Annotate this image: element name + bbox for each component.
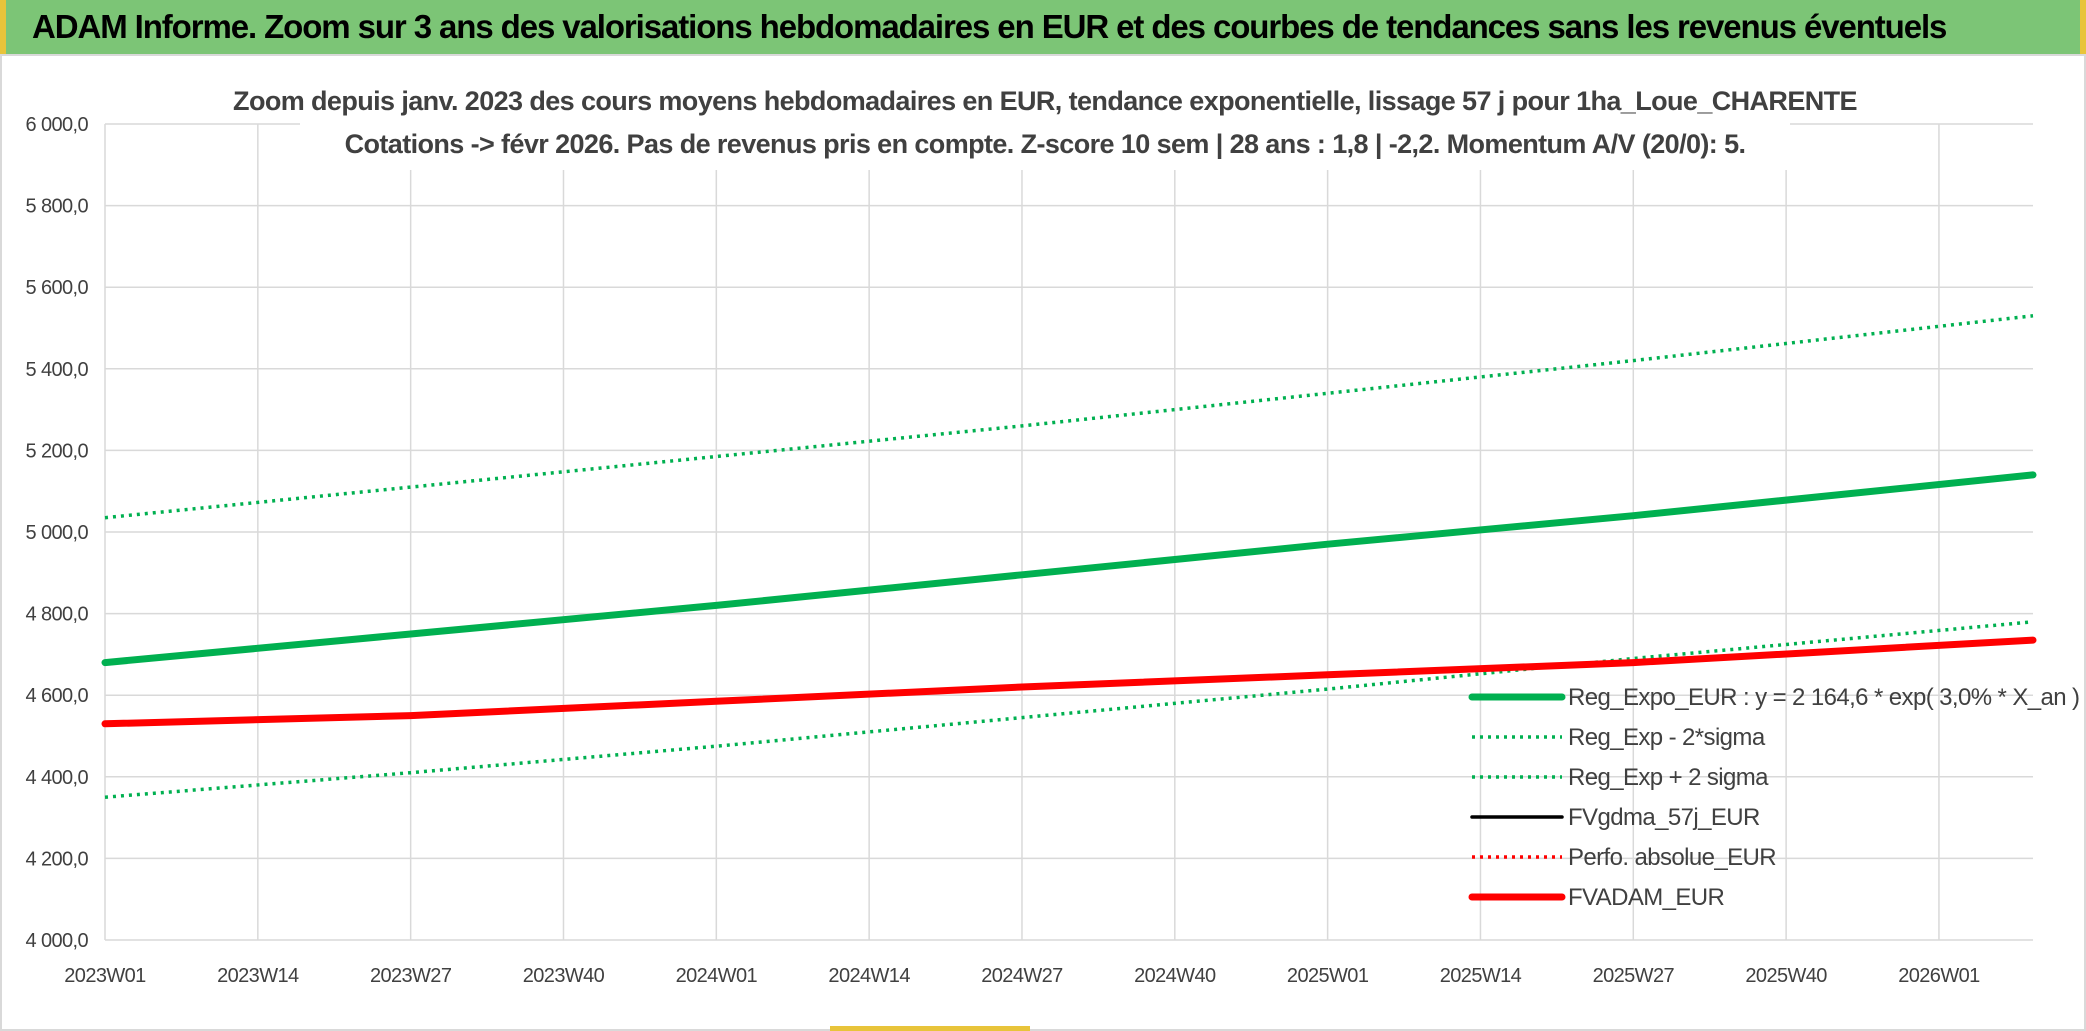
y-tick-label: 5 000,0 — [25, 522, 88, 544]
y-tick-label: 6 000,0 — [25, 114, 88, 136]
y-tick-label: 4 800,0 — [25, 604, 88, 626]
legend-label-4: Perfo. absolue_EUR — [1568, 844, 1776, 871]
x-tick-label: 2023W27 — [370, 965, 452, 987]
legend-label-0: Reg_Expo_EUR : y = 2 164,6 * exp( 3,0% *… — [1568, 684, 2079, 711]
x-tick-label: 2024W14 — [828, 965, 910, 987]
x-axis-ticks: 2023W01 2023W14 2023W27 2023W40 2024W01 2024W… — [64, 965, 1980, 987]
y-tick-label: 5 800,0 — [25, 196, 88, 218]
series-line-1 — [104, 620, 2034, 799]
x-tick-label: 2023W14 — [217, 965, 299, 987]
x-tick-label: 2024W40 — [1134, 965, 1216, 987]
report-header: ADAM Informe. Zoom sur 3 ans des valoris… — [0, 0, 2086, 54]
x-tick-label: 2025W27 — [1593, 965, 1675, 987]
x-tick-label: 2026W01 — [1898, 965, 1980, 987]
x-tick-label: 2023W40 — [523, 965, 605, 987]
y-tick-label: 4 600,0 — [25, 685, 88, 707]
y-tick-label: 5 600,0 — [25, 277, 88, 299]
report-title: ADAM Informe. Zoom sur 3 ans des valoris… — [32, 8, 1947, 45]
legend-label-2: Reg_Exp + 2 sigma — [1568, 764, 1769, 791]
series-line-0 — [101, 471, 2037, 667]
x-tick-label: 2025W01 — [1287, 965, 1369, 987]
bottom-accent-bar — [830, 1026, 1030, 1031]
legend-label-1: Reg_Exp - 2*sigma — [1568, 724, 1766, 751]
y-tick-label: 4 200,0 — [25, 848, 88, 870]
x-tick-label: 2024W01 — [676, 965, 758, 987]
x-tick-label: 2023W01 — [64, 965, 146, 987]
chart-title: Zoom depuis janv. 2023 des cours moyens … — [233, 80, 1858, 170]
y-tick-label: 5 400,0 — [25, 359, 88, 381]
y-tick-label: 4 400,0 — [25, 767, 88, 789]
chart-title-line-2: Cotations -> févr 2026. Pas de revenus p… — [345, 129, 1746, 159]
x-tick-label: 2025W14 — [1440, 965, 1522, 987]
chart-title-line-1: Zoom depuis janv. 2023 des cours moyens … — [233, 86, 1857, 116]
chart-title-background — [300, 80, 1790, 170]
legend: Reg_Expo_EUR : y = 2 164,6 * exp( 3,0% *… — [1468, 684, 2080, 911]
y-tick-label: 5 200,0 — [25, 440, 88, 462]
x-tick-label: 2024W27 — [981, 965, 1063, 987]
y-axis-ticks: 4 000,0 4 200,0 4 400,0 4 600,0 4 800,0 5 000… — [25, 114, 89, 952]
gridlines — [104, 123, 2033, 941]
x-tick-label: 2025W40 — [1745, 965, 1827, 987]
legend-label-5: FVADAM_EUR — [1568, 884, 1725, 911]
legend-label-3: FVgdma_57j_EUR — [1568, 804, 1760, 831]
series-line-2 — [104, 314, 2034, 520]
series-layer — [101, 314, 2037, 799]
chart-frame — [0, 54, 2086, 1031]
y-tick-label: 4 000,0 — [25, 930, 88, 952]
series-line-5 — [101, 636, 2037, 728]
